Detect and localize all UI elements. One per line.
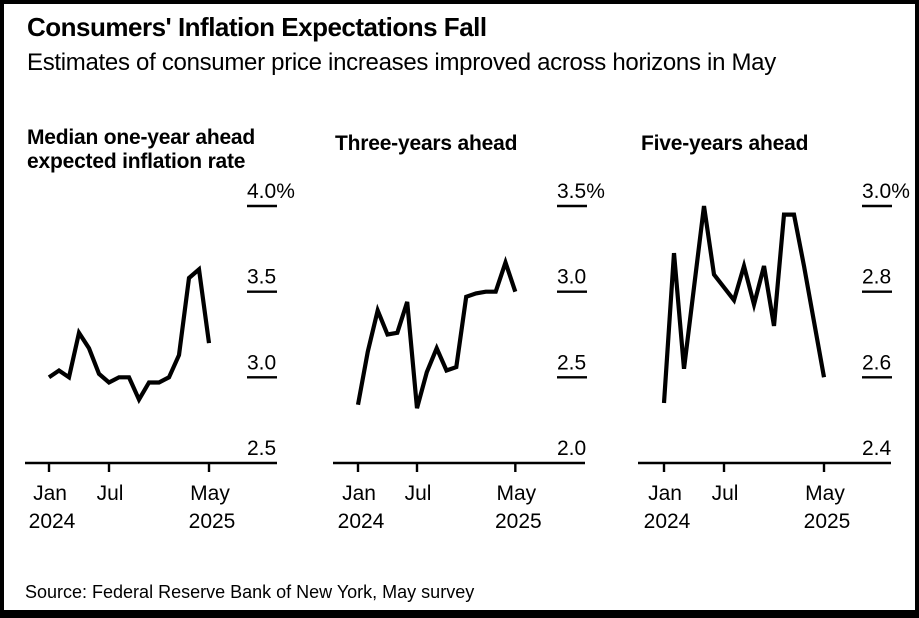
x-axis-month-label: Jan — [342, 482, 376, 505]
x-axis-month-label: Jul — [405, 482, 432, 505]
y-axis-label: 3.0 — [557, 266, 586, 289]
y-axis-label: 3.0% — [862, 180, 910, 203]
x-axis-month-label: Jan — [33, 482, 67, 505]
y-axis-label: 3.5% — [557, 180, 605, 203]
y-axis-label: 2.0 — [557, 437, 586, 460]
y-axis-label: 2.4 — [862, 437, 892, 460]
y-axis-label: 3.0 — [247, 351, 276, 374]
x-axis-month-label: May — [496, 482, 536, 505]
data-line — [47, 265, 212, 405]
panel-title-three-year: Three-years ahead — [335, 132, 518, 155]
y-axis-label: 3.5 — [247, 266, 276, 289]
source-note: Source: Federal Reserve Bank of New York… — [25, 582, 475, 602]
y-axis-label: 4.0% — [247, 180, 295, 203]
panel-title-one-year: Median one-year ahead expected inflation… — [27, 126, 297, 174]
x-axis-month-label: May — [805, 482, 845, 505]
y-axis-label: 2.5 — [557, 351, 586, 374]
x-axis-month-label: Jan — [648, 482, 682, 505]
x-axis-year-label: 2025 — [804, 510, 851, 533]
y-axis-label: 2.8 — [862, 266, 891, 289]
x-axis-year-label: 2025 — [495, 510, 542, 533]
x-axis-month-label: May — [190, 482, 230, 505]
x-axis-year-label: 2024 — [338, 510, 385, 533]
x-axis-month-label: Jul — [97, 482, 124, 505]
panel-title-five-year: Five-years ahead — [641, 132, 809, 155]
line-chart-one-year: 4.0% 3.5 3.0 2.5 Jan 2024 Jul May 2025 — [25, 180, 295, 533]
data-line — [355, 255, 518, 409]
panel-title-line: expected inflation rate — [27, 150, 246, 173]
y-axis-label: 2.5 — [247, 437, 276, 460]
page-title: Consumers' Inflation Expectations Fall — [27, 12, 487, 42]
page-subtitle: Estimates of consumer price increases im… — [27, 49, 776, 76]
x-axis-year-label: 2024 — [644, 510, 691, 533]
panel-title-line: Median one-year ahead — [27, 126, 256, 149]
x-axis-year-label: 2025 — [189, 510, 236, 533]
line-chart-five-year: 3.0% 2.8 2.6 2.4 Jan 2024 Jul May 2025 — [638, 180, 910, 533]
data-line — [661, 205, 827, 404]
line-chart-three-year: 3.5% 3.0 2.5 2.0 Jan 2024 Jul May 2025 — [333, 180, 605, 533]
x-axis-month-label: Jul — [712, 482, 739, 505]
y-axis-label: 2.6 — [862, 351, 891, 374]
x-axis-year-label: 2024 — [29, 510, 76, 533]
